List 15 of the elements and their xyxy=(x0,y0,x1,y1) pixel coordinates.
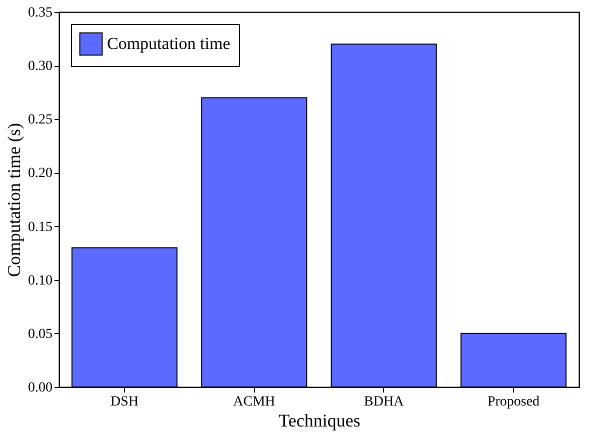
x-tick-label: DSH xyxy=(110,394,138,410)
legend-label: Computation time xyxy=(107,34,230,53)
y-tick-label: 0.00 xyxy=(28,380,52,396)
y-tick-label: 0.30 xyxy=(28,59,52,74)
x-tick-label: Proposed xyxy=(487,394,540,410)
x-axis-title: Techniques xyxy=(278,410,360,430)
y-tick-label: 0.25 xyxy=(28,112,52,128)
x-tick-label: BDHA xyxy=(364,394,405,410)
x-tick-label: ACMH xyxy=(233,394,276,410)
y-axis-title: Computation time (s) xyxy=(4,123,24,277)
y-tick-label: 0.15 xyxy=(28,220,52,235)
y-tick-label: 0.20 xyxy=(28,166,52,182)
y-tick-label: 0.10 xyxy=(28,273,52,288)
y-tick-label: 0.05 xyxy=(28,326,52,342)
y-tick-label: 0.35 xyxy=(28,6,52,20)
